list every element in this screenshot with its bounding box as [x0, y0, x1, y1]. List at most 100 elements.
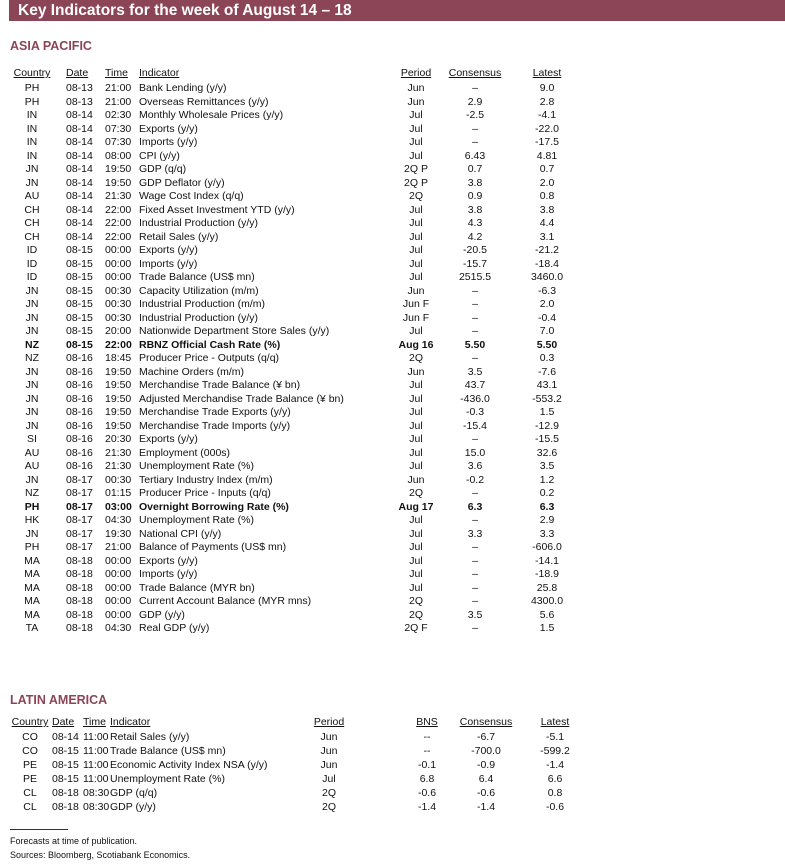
cell-time: 19:50: [105, 365, 132, 378]
cell-period: Jul: [409, 257, 423, 270]
cell-date: 08-15: [52, 745, 79, 757]
cell-latest: 7.0: [539, 325, 555, 337]
cell-period: Jun: [320, 731, 338, 743]
cell-latest: 3.1: [539, 230, 555, 243]
cell-period: Jul: [409, 325, 423, 337]
cell-latest: -7.6: [537, 365, 557, 378]
cell-time: 11:00: [83, 731, 109, 743]
cell-indicator: Employment (000s): [139, 446, 231, 459]
cell-latest: 4300.0: [530, 595, 564, 607]
cell-date: 08-18: [52, 787, 79, 799]
cell-latest: 6.6: [547, 773, 563, 785]
cell-country: MA: [24, 595, 40, 607]
cell-indicator: Economic Activity Index NSA (y/y): [110, 759, 268, 771]
cell-period: Aug 17: [398, 500, 434, 513]
cell-period: Jun: [407, 284, 425, 297]
cell-country: CH: [24, 230, 40, 243]
header-country: Country: [13, 67, 51, 79]
cell-date: 08-14: [66, 176, 93, 189]
cell-country: JN: [25, 527, 39, 540]
cell-indicator: Bank Lending (y/y): [139, 82, 227, 94]
cell-consensus: 0.7: [467, 163, 483, 175]
header-indicator: Indicator: [110, 716, 151, 728]
cell-latest: 5.50: [536, 338, 558, 351]
cell-date: 08-14: [66, 136, 93, 148]
cell-consensus: –: [472, 82, 478, 94]
cell-date: 08-17: [66, 500, 93, 513]
cell-time: 19:50: [105, 163, 132, 175]
cell-time: 03:00: [105, 500, 132, 513]
cell-latest: -0.6: [545, 801, 565, 813]
cell-date: 08-17: [66, 541, 93, 553]
header-time: Time: [83, 716, 106, 728]
cell-latest: 3.5: [539, 460, 555, 472]
cell-date: 08-17: [66, 473, 93, 486]
cell-latest: 4.81: [536, 149, 558, 162]
cell-date: 08-16: [66, 379, 93, 391]
cell-country: JN: [25, 284, 39, 297]
cell-indicator: Merchandise Trade Imports (y/y): [139, 419, 291, 432]
cell-consensus: 2.9: [467, 95, 483, 108]
cell-indicator: Trade Balance (US$ mn): [110, 745, 226, 757]
cell-time: 07:30: [105, 122, 132, 135]
cell-time: 20:00: [105, 325, 132, 337]
cell-period: Jun F: [402, 311, 430, 324]
cell-period: 2Q: [408, 595, 423, 607]
cell-time: 00:30: [105, 311, 132, 324]
cell-date: 08-16: [66, 419, 93, 432]
cell-consensus: -20.5: [463, 244, 487, 256]
cell-consensus: –: [472, 298, 478, 310]
cell-date: 08-15: [66, 298, 93, 310]
cell-time: 19:50: [105, 176, 132, 189]
cell-time: 00:00: [105, 244, 132, 256]
cell-consensus: -15.4: [463, 419, 487, 432]
cell-latest: -12.9: [535, 419, 559, 432]
cell-indicator: Trade Balance (MYR bn): [139, 581, 255, 594]
cell-consensus: 6.4: [478, 773, 494, 785]
cell-indicator: National CPI (y/y): [139, 527, 222, 540]
cell-indicator: Merchandise Trade Exports (y/y): [139, 406, 291, 418]
cell-period: Jul: [409, 271, 423, 283]
cell-country: MA: [24, 554, 40, 567]
cell-latest: 0.3: [539, 352, 555, 364]
cell-period: Jul: [409, 109, 423, 121]
cell-time: 21:00: [105, 95, 132, 108]
cell-indicator: Exports (y/y): [139, 433, 198, 445]
cell-country: HK: [24, 514, 40, 526]
cell-period: 2Q P: [404, 176, 428, 189]
cell-consensus: –: [472, 554, 478, 567]
cell-latest: 43.1: [536, 379, 558, 391]
cell-consensus: 4.2: [467, 230, 483, 243]
cell-country: JN: [25, 392, 39, 405]
cell-latest: 0.8: [547, 787, 563, 799]
cell-period: Jul: [409, 433, 423, 445]
cell-period: Jul: [409, 460, 423, 472]
cell-country: CH: [24, 217, 40, 229]
cell-period: Aug 16: [398, 338, 434, 351]
header-period: Period: [400, 67, 432, 79]
cell-period: 2Q: [408, 487, 423, 499]
cell-consensus: –: [472, 433, 478, 445]
cell-latest: -22.0: [535, 122, 559, 135]
cell-date: 08-13: [66, 82, 93, 94]
cell-period: Jul: [409, 568, 423, 580]
cell-country: MA: [24, 568, 40, 580]
cell-latest: -17.5: [535, 136, 559, 148]
cell-time: 11:00: [83, 759, 109, 771]
cell-date: 08-16: [66, 392, 93, 405]
cell-country: SI: [27, 433, 37, 445]
cell-time: 11:00: [83, 773, 109, 785]
cell-latest: 2.0: [539, 298, 555, 310]
cell-time: 00:00: [105, 581, 132, 594]
cell-indicator: Industrial Production (y/y): [139, 311, 259, 324]
cell-latest: 0.8: [539, 190, 555, 202]
cell-consensus: 6.3: [467, 500, 483, 513]
cell-date: 08-14: [66, 203, 93, 216]
cell-indicator: GDP (q/q): [139, 163, 187, 175]
cell-consensus: –: [472, 595, 478, 607]
cell-consensus: -0.6: [476, 787, 496, 799]
cell-period: Jun: [407, 95, 425, 108]
cell-country: ID: [26, 271, 38, 283]
cell-time: 00:00: [105, 257, 132, 270]
cell-consensus: –: [472, 581, 478, 594]
